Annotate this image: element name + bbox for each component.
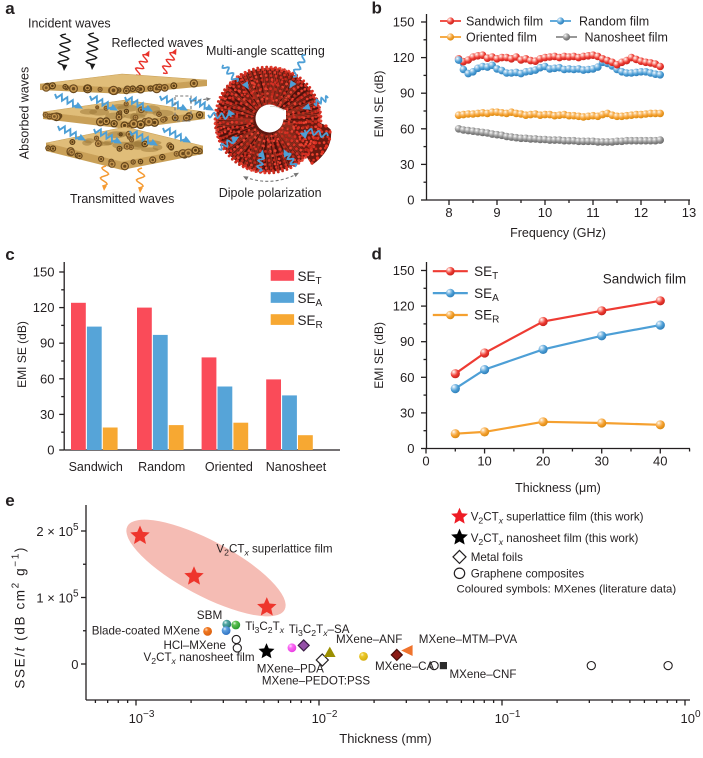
svg-text:Thickness (μm): Thickness (μm) <box>515 481 601 495</box>
svg-text:SSE/t (dB cm2 g−1): SSE/t (dB cm2 g−1) <box>10 546 27 689</box>
svg-text:b: b <box>372 0 382 17</box>
svg-text:V2CTx superlattice film (this: V2CTx superlattice film (this work) <box>471 511 644 526</box>
svg-text:Random film: Random film <box>579 15 649 29</box>
svg-text:Oriented film: Oriented film <box>466 31 537 45</box>
svg-text:MXene–PEDOT:PSS: MXene–PEDOT:PSS <box>262 675 371 688</box>
svg-text:Absorbed waves: Absorbed waves <box>18 67 32 159</box>
svg-text:V2CTx nanosheet film: V2CTx nanosheet film <box>144 651 255 666</box>
svg-text:EMI SE (dB): EMI SE (dB) <box>15 321 29 388</box>
svg-text:Frequency (GHz): Frequency (GHz) <box>510 226 606 240</box>
svg-text:Oriented: Oriented <box>205 460 253 474</box>
svg-text:Thickness (mm): Thickness (mm) <box>339 731 431 746</box>
svg-text:Coloured symbols: MXenes (lite: Coloured symbols: MXenes (literature dat… <box>457 583 677 595</box>
svg-text:0: 0 <box>71 657 78 672</box>
svg-text:Blade-coated MXene: Blade-coated MXene <box>92 625 200 638</box>
svg-text:MXene–ANF: MXene–ANF <box>336 633 402 646</box>
svg-text:1 × 105: 1 × 105 <box>36 589 79 606</box>
svg-text:Transmitted waves: Transmitted waves <box>70 192 174 206</box>
svg-text:0: 0 <box>407 193 414 208</box>
svg-text:60: 60 <box>400 370 414 385</box>
svg-text:90: 90 <box>400 86 414 101</box>
svg-text:120: 120 <box>393 299 415 314</box>
svg-text:30: 30 <box>400 405 414 420</box>
svg-text:Dipole polarization: Dipole polarization <box>219 186 322 200</box>
svg-text:Sandwich: Sandwich <box>69 460 123 474</box>
svg-text:a: a <box>5 0 15 18</box>
svg-text:9: 9 <box>493 205 500 220</box>
svg-text:60: 60 <box>400 121 414 136</box>
svg-text:0: 0 <box>47 443 54 458</box>
svg-text:Sandwich film: Sandwich film <box>603 272 686 287</box>
svg-text:150: 150 <box>393 263 415 278</box>
svg-text:Metal foils: Metal foils <box>471 551 523 564</box>
svg-text:2 × 105: 2 × 105 <box>36 522 79 539</box>
svg-text:EMI SE (dB): EMI SE (dB) <box>372 322 386 389</box>
svg-text:30: 30 <box>40 407 54 422</box>
svg-text:13: 13 <box>682 205 696 220</box>
svg-text:0: 0 <box>407 441 414 456</box>
svg-text:Multi-angle scattering: Multi-angle scattering <box>206 44 325 58</box>
svg-text:120: 120 <box>33 300 55 315</box>
svg-text:Incident waves: Incident waves <box>28 17 111 31</box>
svg-text:Ti3C2Tx: Ti3C2Tx <box>245 620 284 635</box>
svg-text:Reflected waves: Reflected waves <box>112 36 204 50</box>
svg-text:c: c <box>5 245 14 264</box>
svg-text:10: 10 <box>538 205 552 220</box>
svg-text:MXene–MTM–PVA: MXene–MTM–PVA <box>419 633 518 646</box>
svg-text:d: d <box>372 245 382 264</box>
svg-text:10: 10 <box>477 454 491 469</box>
svg-text:0: 0 <box>422 454 429 469</box>
svg-text:120: 120 <box>393 50 415 65</box>
svg-text:150: 150 <box>393 14 415 29</box>
svg-text:V2CTx nanosheet film (this wor: V2CTx nanosheet film (this work) <box>471 532 639 547</box>
svg-text:30: 30 <box>594 454 608 469</box>
svg-text:MXene–CNF: MXene–CNF <box>450 668 517 681</box>
svg-text:Sandwich film: Sandwich film <box>466 15 543 29</box>
svg-text:12: 12 <box>634 205 648 220</box>
svg-text:60: 60 <box>40 371 54 386</box>
svg-text:EMI SE (dB): EMI SE (dB) <box>372 71 386 138</box>
svg-text:Graphene composites: Graphene composites <box>471 567 585 580</box>
svg-text:Random: Random <box>138 460 185 474</box>
svg-text:SBM: SBM <box>197 608 223 622</box>
svg-text:11: 11 <box>586 205 600 220</box>
svg-text:30: 30 <box>400 157 414 172</box>
svg-text:V2CTx superlattice film: V2CTx superlattice film <box>216 543 332 558</box>
svg-text:20: 20 <box>536 454 550 469</box>
svg-text:90: 90 <box>400 334 414 349</box>
svg-text:40: 40 <box>653 454 667 469</box>
svg-text:e: e <box>5 491 14 510</box>
svg-text:MXene–CA: MXene–CA <box>375 660 435 673</box>
svg-text:8: 8 <box>445 205 452 220</box>
svg-text:Nanosheet film: Nanosheet film <box>585 31 668 45</box>
svg-text:Nanosheet: Nanosheet <box>266 460 327 474</box>
svg-text:90: 90 <box>40 336 54 351</box>
svg-text:150: 150 <box>33 264 55 279</box>
